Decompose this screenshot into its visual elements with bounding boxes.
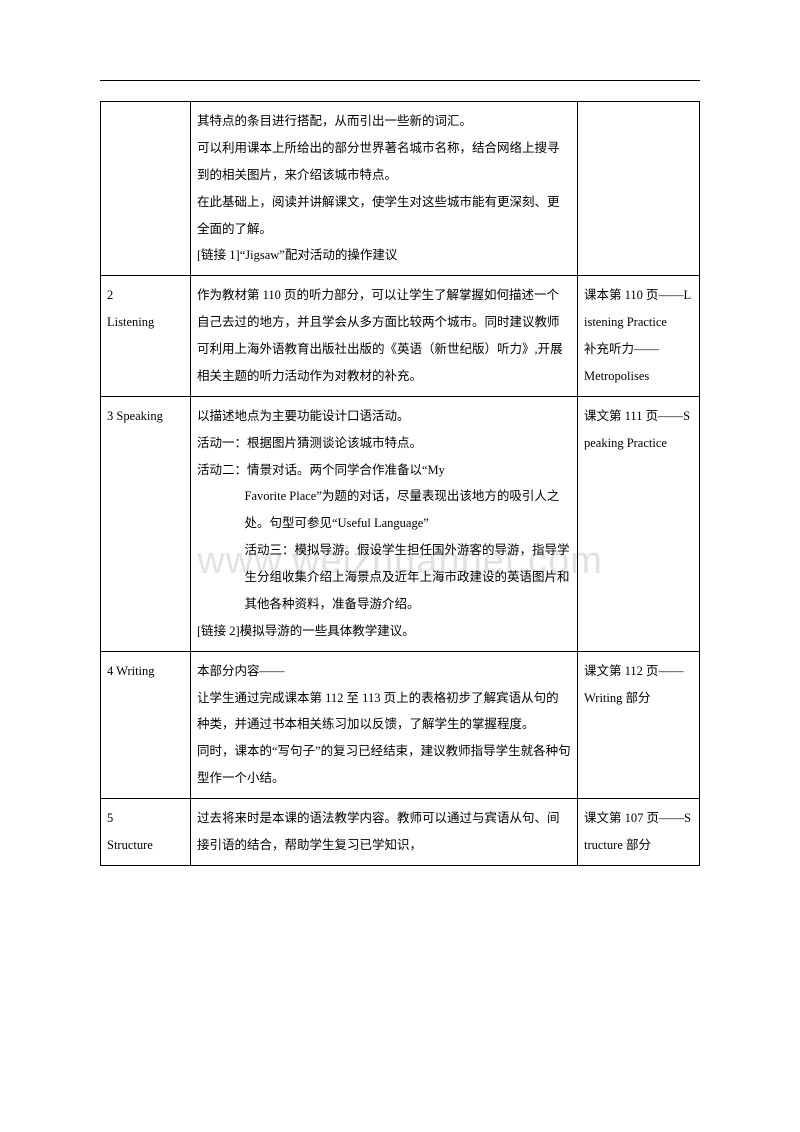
table-row: 3 Speaking 以描述地点为主要功能设计口语活动。 活动一：根据图片猜测谈… <box>101 396 700 651</box>
cell-col3: 课文第 107 页——Structure 部分 <box>578 799 700 866</box>
table-row: 2 Listening 作为教材第 110 页的听力部分，可以让学生了解掌握如何… <box>101 276 700 397</box>
cell-col1: 3 Speaking <box>101 396 191 651</box>
cell-col3: 课文第 111 页——Speaking Practice <box>578 396 700 651</box>
text: 活动一：根据图片猜测谈论该城市特点。 <box>197 436 422 450</box>
text: 3 Speaking <box>107 409 163 423</box>
text: 作为教材第 110 页的听力部分，可以让学生了解掌握如何描述一个自己去过的地方，… <box>197 288 563 383</box>
text: 过去将来时是本课的语法教学内容。教师可以通过与宾语从句、间接引语的结合，帮助学生… <box>197 811 560 852</box>
cell-col1 <box>101 102 191 276</box>
table-row: 其特点的条目进行搭配，从而引出一些新的词汇。 可以利用课本上所给出的部分世界著名… <box>101 102 700 276</box>
lesson-table: 其特点的条目进行搭配，从而引出一些新的词汇。 可以利用课本上所给出的部分世界著名… <box>100 101 700 866</box>
cell-col2: 过去将来时是本课的语法教学内容。教师可以通过与宾语从句、间接引语的结合，帮助学生… <box>191 799 578 866</box>
text: 补充听力—— <box>584 342 659 356</box>
text: Listening <box>107 315 154 329</box>
text: 课文第 112 页——Writing 部分 <box>584 664 684 705</box>
text: 同时，课本的“写句子”的复习已经结束，建议教师指导学生就各种句型作一个小结。 <box>197 744 571 785</box>
cell-col3 <box>578 102 700 276</box>
text: 课本第 110 页——Listening Practice <box>584 288 691 329</box>
text: 以描述地点为主要功能设计口语活动。 <box>197 409 410 423</box>
text: 课文第 107 页——Structure 部分 <box>584 811 691 852</box>
text: [链接 2]模拟导游的一些具体教学建议。 <box>197 624 415 638</box>
text: 课文第 111 页——Speaking Practice <box>584 409 690 450</box>
cell-col2: 作为教材第 110 页的听力部分，可以让学生了解掌握如何描述一个自己去过的地方，… <box>191 276 578 397</box>
text: 在此基础上，阅读并讲解课文，使学生对这些城市能有更深刻、更全面的了解。 <box>197 195 560 236</box>
cell-col2: 以描述地点为主要功能设计口语活动。 活动一：根据图片猜测谈论该城市特点。 活动二… <box>191 396 578 651</box>
page-container: 其特点的条目进行搭配，从而引出一些新的词汇。 可以利用课本上所给出的部分世界著名… <box>0 0 800 926</box>
text: 本部分内容—— <box>197 664 285 678</box>
text: Metropolises <box>584 369 649 383</box>
text: 5 <box>107 811 113 825</box>
text: Favorite Place”为题的对话，尽量表现出该地方的吸引人之处。句型可参… <box>197 483 571 537</box>
table-row: 4 Writing 本部分内容—— 让学生通过完成课本第 112 至 113 页… <box>101 651 700 798</box>
text: 其特点的条目进行搭配，从而引出一些新的词汇。 <box>197 114 472 128</box>
cell-col2: 其特点的条目进行搭配，从而引出一些新的词汇。 可以利用课本上所给出的部分世界著名… <box>191 102 578 276</box>
cell-col1: 4 Writing <box>101 651 191 798</box>
cell-col1: 2 Listening <box>101 276 191 397</box>
text: 活动三：模拟导游。假设学生担任国外游客的导游，指导学生分组收集介绍上海景点及近年… <box>197 537 571 618</box>
text: 4 Writing <box>107 664 155 678</box>
text: 活动二：情景对话。两个同学合作准备以“My <box>197 463 445 477</box>
cell-col3: 课文第 112 页——Writing 部分 <box>578 651 700 798</box>
cell-col1: 5 Structure <box>101 799 191 866</box>
cell-col3: 课本第 110 页——Listening Practice 补充听力—— Met… <box>578 276 700 397</box>
top-rule <box>100 80 700 81</box>
text: Structure <box>107 838 153 852</box>
text: 可以利用课本上所给出的部分世界著名城市名称，结合网络上搜寻到的相关图片，来介绍该… <box>197 141 560 182</box>
text: [链接 1]“Jigsaw”配对活动的操作建议 <box>197 248 397 262</box>
cell-col2: 本部分内容—— 让学生通过完成课本第 112 至 113 页上的表格初步了解宾语… <box>191 651 578 798</box>
text: 让学生通过完成课本第 112 至 113 页上的表格初步了解宾语从句的种类，并通… <box>197 691 559 732</box>
text: 2 <box>107 288 113 302</box>
table-row: 5 Structure 过去将来时是本课的语法教学内容。教师可以通过与宾语从句、… <box>101 799 700 866</box>
